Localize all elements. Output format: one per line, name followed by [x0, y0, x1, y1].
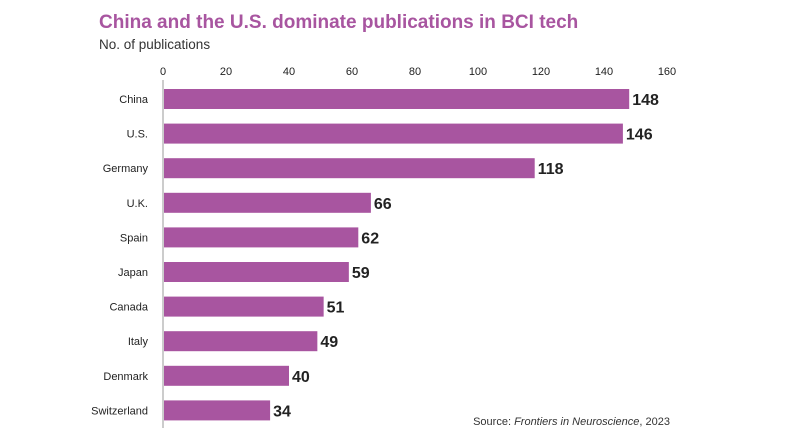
- bar: [164, 262, 349, 282]
- chart-title: China and the U.S. dominate publications…: [99, 12, 579, 33]
- source-suffix: , 2023: [639, 416, 670, 428]
- x-tick-label: 0: [160, 66, 166, 78]
- category-label: U.K.: [127, 198, 148, 210]
- value-label: 146: [626, 127, 653, 144]
- chart-subtitle: No. of publications: [99, 37, 211, 52]
- category-label: China: [119, 94, 149, 106]
- x-tick-label: 60: [346, 66, 358, 78]
- value-label: 51: [327, 300, 345, 317]
- value-label: 40: [292, 369, 310, 386]
- category-label: Italy: [128, 336, 149, 348]
- bar: [164, 365, 289, 386]
- source-publication: Frontiers in Neuroscience: [514, 416, 640, 428]
- bar: [164, 400, 271, 421]
- category-label: Germany: [103, 163, 149, 175]
- value-label: 118: [538, 161, 564, 178]
- value-label: 62: [361, 230, 379, 247]
- category-label: Spain: [120, 232, 148, 244]
- bar: [164, 123, 623, 144]
- x-tick-label: 100: [469, 66, 487, 78]
- bar: [164, 331, 318, 352]
- value-label: 66: [374, 196, 392, 213]
- bar: [164, 192, 371, 213]
- category-label: Canada: [109, 302, 148, 314]
- x-tick-label: 160: [658, 66, 676, 78]
- x-tick-label: 140: [595, 66, 613, 78]
- category-label: Denmark: [103, 371, 148, 383]
- value-label: 59: [352, 265, 370, 282]
- x-tick-label: 40: [283, 66, 295, 78]
- bar: [164, 158, 535, 179]
- value-label: 34: [273, 403, 291, 420]
- category-label: U.S.: [127, 129, 148, 141]
- x-tick-label: 20: [220, 66, 232, 78]
- category-label: Switzerland: [91, 405, 148, 417]
- bar: [164, 227, 359, 248]
- bar: [164, 89, 630, 109]
- value-label: 49: [320, 334, 338, 351]
- category-label: Japan: [118, 267, 148, 279]
- bar: [164, 296, 324, 317]
- x-tick-label: 80: [409, 66, 421, 78]
- value-label: 148: [632, 92, 659, 109]
- source-note: Source: Frontiers in Neuroscience, 2023: [473, 416, 670, 428]
- x-tick-label: 120: [532, 66, 550, 78]
- source-prefix: Source:: [473, 416, 515, 428]
